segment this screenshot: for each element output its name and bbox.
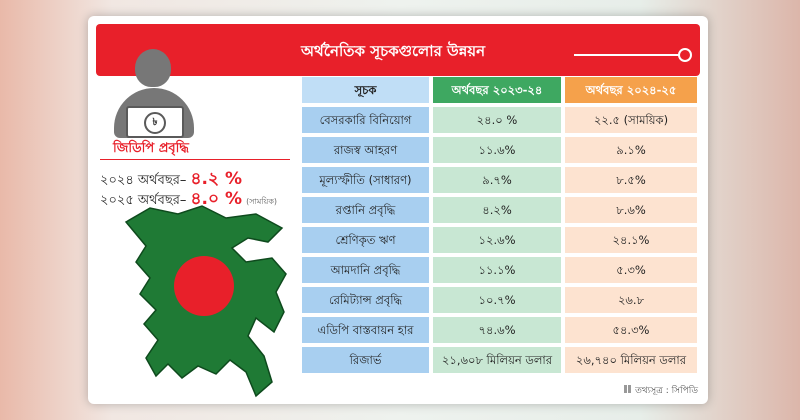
infographic-card: অর্থনৈতিক সূচকগুলোর উন্নয়ন ৳ জিডিপি প্র… bbox=[88, 16, 708, 404]
fy2023-24-cell: ৪.২% bbox=[433, 197, 561, 223]
decorative-dot-icon bbox=[678, 48, 692, 62]
gdp-value: ৪.২ % bbox=[190, 169, 243, 189]
fy2023-24-cell: ১০.৭% bbox=[433, 287, 561, 313]
gdp-row-2025: ২০২৫ অর্থবছর– ৪.০ % (সাময়িক) bbox=[100, 186, 277, 214]
gdp-year-label: ২০২৫ অর্থবছর– bbox=[100, 193, 187, 208]
fy2023-24-cell: ৭৪.৬% bbox=[433, 317, 561, 343]
fy2024-25-cell: ৮.৫% bbox=[565, 167, 697, 193]
fy2023-24-cell: ১১.৬% bbox=[433, 137, 561, 163]
indicator-cell: মূল্যস্ফীতি (সাধারণ) bbox=[302, 167, 429, 193]
person-head bbox=[135, 49, 171, 87]
indicator-cell: রিজার্ভ bbox=[302, 347, 429, 373]
header-fy2024-25: অর্থবছর ২০২৪-২৫ bbox=[565, 77, 697, 103]
fy2023-24-cell: ১২.৬% bbox=[433, 227, 561, 253]
gdp-divider bbox=[100, 159, 290, 160]
fy2024-25-cell: ৯.১% bbox=[565, 137, 697, 163]
fy2024-25-cell: ২৬.৮ bbox=[565, 287, 697, 313]
indicator-cell: শ্রেণিকৃত ঋণ bbox=[302, 227, 429, 253]
gdp-growth-title: জিডিপি প্রবৃদ্ধি bbox=[113, 141, 189, 156]
fy2023-24-cell: ১১.১% bbox=[433, 257, 561, 283]
gdp-row-2024: ২০২৪ অর্থবছর– ৪.২ % bbox=[100, 166, 242, 194]
indicator-cell: রপ্তানি প্রবৃদ্ধি bbox=[302, 197, 429, 223]
indicator-cell: এডিপি বাস্তবায়ন হার bbox=[302, 317, 429, 343]
fy2024-25-cell: ৮.৬% bbox=[565, 197, 697, 223]
banknote-icon: ৳ bbox=[126, 106, 184, 138]
fy2024-25-cell: ২৪.১% bbox=[565, 227, 697, 253]
taka-symbol-icon: ৳ bbox=[144, 112, 166, 134]
fy2024-25-cell: ৫৪.৩% bbox=[565, 317, 697, 343]
indicator-cell: বেসরকারি বিনিয়োগ bbox=[302, 107, 429, 133]
indicator-cell: রাজস্ব আহরণ bbox=[302, 137, 429, 163]
provisional-note: (সাময়িক) bbox=[246, 197, 278, 206]
source-bar-icon bbox=[628, 385, 632, 393]
fy2024-25-cell: ২২.৫ (সাময়িক) bbox=[565, 107, 697, 133]
gdp-year-label: ২০২৪ অর্থবছর– bbox=[100, 173, 187, 188]
indicator-cell: আমদানি প্রবৃদ্ধি bbox=[302, 257, 429, 283]
indicator-cell: রেমিট্যান্স প্রবৃদ্ধি bbox=[302, 287, 429, 313]
fy2024-25-cell: ৫.৩% bbox=[565, 257, 697, 283]
bangladesh-map-icon bbox=[124, 205, 287, 398]
page-title: অর্থনৈতিক সূচকগুলোর উন্নয়ন bbox=[301, 42, 486, 60]
header-indicator: সূচক bbox=[302, 77, 429, 103]
fy2023-24-cell: ২৪.০ % bbox=[433, 107, 561, 133]
fy2024-25-cell: ২৬,৭৪০ মিলিয়ন ডলার bbox=[565, 347, 697, 373]
fy2023-24-cell: ৯.৭% bbox=[433, 167, 561, 193]
decorative-line bbox=[574, 54, 680, 56]
header-fy2023-24: অর্থবছর ২০২৩-২৪ bbox=[433, 77, 561, 103]
source-text: তথ্যসূত্র : সিপিডি bbox=[635, 386, 698, 396]
source-bar-icon bbox=[624, 385, 628, 393]
gdp-value: ৪.০ % bbox=[190, 189, 243, 209]
source-note: তথ্যসূত্র : সিপিডি bbox=[624, 383, 698, 398]
map-red-circle bbox=[174, 256, 234, 316]
title-banner: অর্থনৈতিক সূচকগুলোর উন্নয়ন bbox=[96, 24, 700, 76]
fy2023-24-cell: ২১,৬০৮ মিলিয়ন ডলার bbox=[433, 347, 561, 373]
